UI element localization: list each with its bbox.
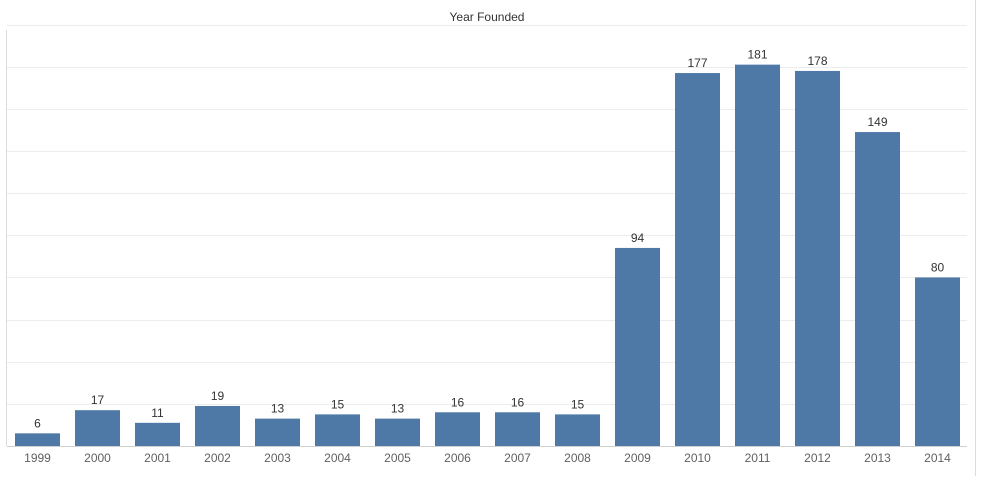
bar-value-label: 11 xyxy=(151,406,164,420)
chart-title: Year Founded xyxy=(450,10,525,24)
bar xyxy=(615,247,660,446)
bar xyxy=(855,132,900,446)
bar xyxy=(555,414,600,446)
bar-value-label: 13 xyxy=(391,402,405,416)
x-tick-label: 2010 xyxy=(684,451,711,465)
frame-dividers xyxy=(6,0,976,476)
x-tick-label: 2004 xyxy=(324,451,351,465)
bar xyxy=(795,70,840,446)
bar xyxy=(75,410,120,446)
x-tick-labels: 1999 2000 2001 2002 2003 2004 2005 2006 2007 2008… xyxy=(24,451,951,465)
x-tick-label: 1999 xyxy=(24,451,51,465)
bar-value-label: 16 xyxy=(511,395,525,409)
x-tick-label: 2014 xyxy=(924,451,951,465)
x-tick-label: 2000 xyxy=(84,451,111,465)
bar xyxy=(735,64,780,447)
x-tick-label: 2001 xyxy=(144,451,171,465)
bar xyxy=(255,418,300,446)
data-labels: 6 17 11 19 13 15 13 16 16 15 94 177 181 178 149 80 xyxy=(34,48,944,431)
x-tick-label: 2008 xyxy=(564,451,591,465)
bar-value-label: 6 xyxy=(34,416,41,430)
bar-value-label: 181 xyxy=(747,48,767,62)
bar-value-label: 149 xyxy=(867,115,887,129)
x-tick-label: 2005 xyxy=(384,451,411,465)
bar-value-label: 15 xyxy=(571,397,585,411)
bar xyxy=(15,433,60,446)
bar xyxy=(495,412,540,446)
x-tick-label: 2003 xyxy=(264,451,291,465)
x-tick-label: 2007 xyxy=(504,451,531,465)
bar-value-label: 94 xyxy=(631,231,645,245)
x-tick-label: 2011 xyxy=(745,451,771,465)
bar-value-label: 16 xyxy=(451,395,465,409)
bar-value-label: 15 xyxy=(331,397,345,411)
x-tick-label: 2006 xyxy=(444,451,471,465)
x-tick-label: 2009 xyxy=(624,451,651,465)
bar xyxy=(675,73,720,446)
bar-value-label: 177 xyxy=(687,56,707,70)
bar xyxy=(435,412,480,446)
x-tick-label: 2002 xyxy=(204,451,231,465)
x-tick-label: 2013 xyxy=(864,451,891,465)
bar xyxy=(315,414,360,446)
bar-value-label: 80 xyxy=(931,260,945,274)
bar xyxy=(135,422,180,446)
bar-value-label: 178 xyxy=(807,54,827,68)
bar xyxy=(375,418,420,446)
bar xyxy=(915,277,960,446)
bar xyxy=(195,405,240,446)
gridlines xyxy=(7,25,967,405)
bar-value-label: 19 xyxy=(211,389,225,403)
bars xyxy=(15,64,960,447)
bar-value-label: 17 xyxy=(91,393,105,407)
bar-value-label: 13 xyxy=(271,402,285,416)
x-tick-label: 2012 xyxy=(804,451,831,465)
